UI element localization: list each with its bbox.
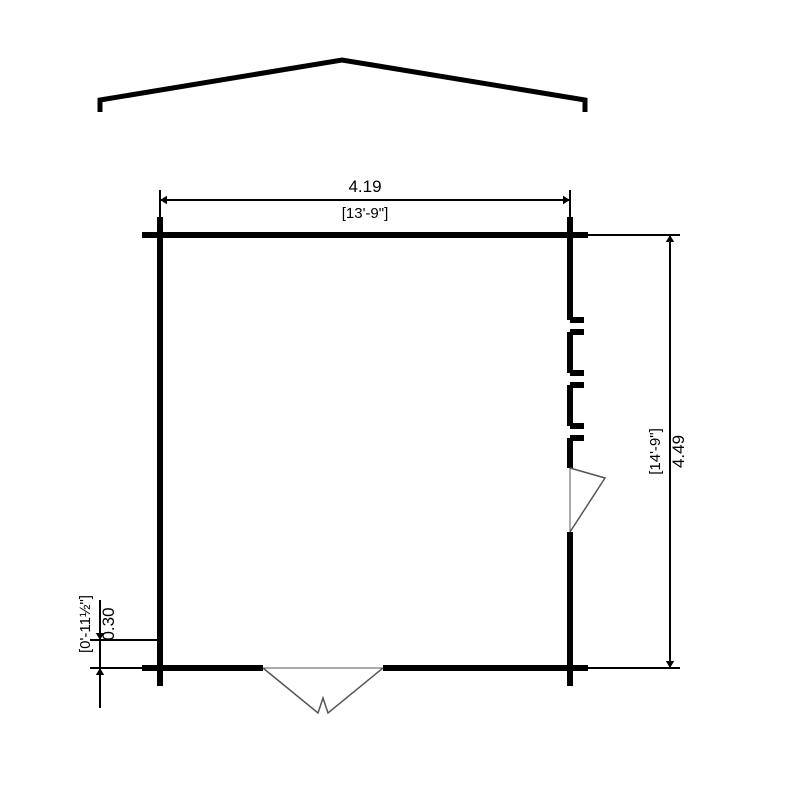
dim-height-metric: 4.49 — [669, 435, 688, 468]
floor-plan — [142, 217, 605, 713]
roof-elevation — [100, 60, 585, 112]
front-door — [263, 668, 383, 713]
dim-overhang-metric: 0.30 — [99, 607, 118, 640]
dim-overhang-imperial: [0'-11½"] — [77, 595, 94, 653]
dim-width-metric: 4.19 — [348, 177, 381, 196]
side-door — [570, 468, 605, 532]
floor-plan-diagram: 4.19 [13'-9"] 4.49 [14'-9"] 0.30 [0'-11½"] — [0, 0, 800, 800]
dim-height-imperial: [14'-9"] — [647, 428, 664, 475]
dim-width-imperial: [13'-9"] — [342, 205, 389, 222]
